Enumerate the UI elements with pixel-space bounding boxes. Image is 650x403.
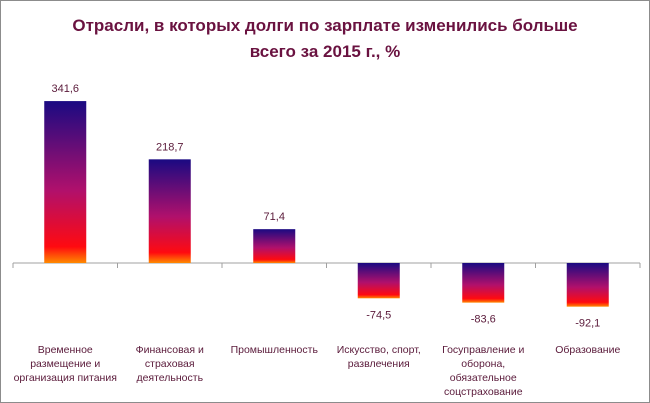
category-label: оборона, [461,358,505,370]
data-label: 218,7 [156,141,184,153]
data-label: -74,5 [366,309,391,321]
chart-title-line-1: Отрасли, в которых долги по зарплате изм… [72,16,578,35]
category-label: Временное [38,344,93,356]
data-label: -92,1 [575,318,600,330]
bar [44,101,87,263]
category-label: размещение и [30,358,100,370]
category-label: соцстрахование [444,386,523,398]
category-label: Искусство, спорт, [337,344,421,356]
category-label: страховая [145,358,195,370]
category-label: Госуправление и [442,344,524,356]
category-label: Финансовая и [136,344,204,356]
bar [148,159,191,263]
category-label: Образование [555,344,620,356]
bar [566,263,609,307]
bar [462,263,505,303]
category-label: обязательное [450,372,517,384]
category-label: деятельность [136,372,203,384]
bar [253,229,296,263]
data-label: 341,6 [51,83,79,95]
bar [357,263,400,299]
category-label: развлечения [348,358,410,370]
chart-title: Отрасли, в которых долги по зарплате изм… [1,13,649,65]
category-label: организация питания [14,372,117,384]
data-label: -83,6 [471,314,496,326]
chart-title-line-2: всего за 2015 г., % [249,42,401,61]
category-label: Промышленность [231,344,319,356]
data-label: 71,4 [264,211,285,223]
